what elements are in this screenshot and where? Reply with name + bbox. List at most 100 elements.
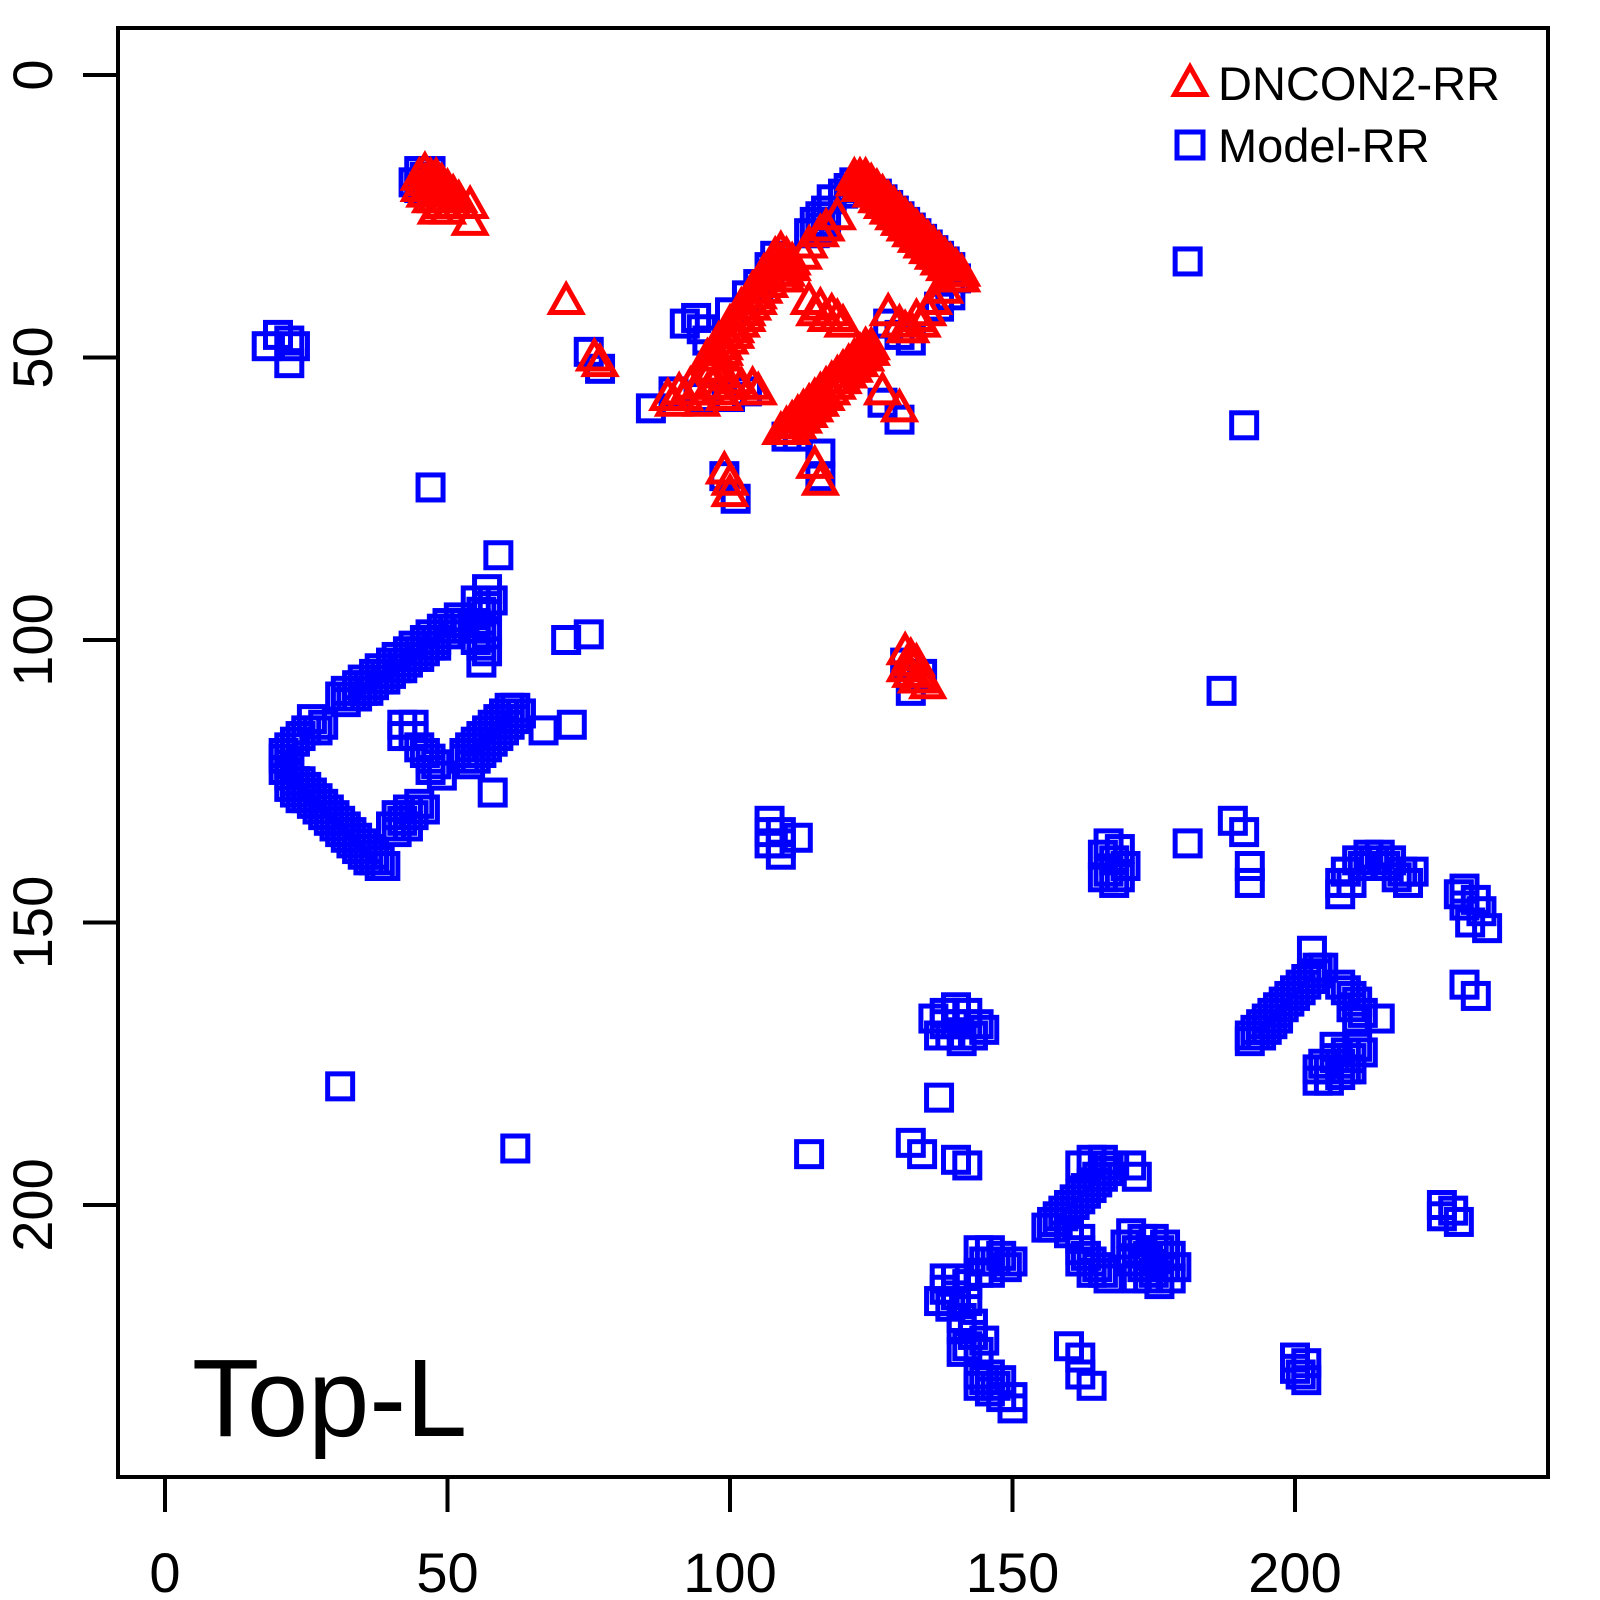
triangle-point	[902, 302, 942, 338]
square-point	[528, 715, 559, 746]
legend-entry-dncon2: DNCON2-RR	[1162, 52, 1500, 114]
square-point	[1455, 907, 1486, 938]
triangle-point	[862, 370, 903, 406]
triangle-point	[738, 370, 779, 406]
square-point	[1065, 1150, 1096, 1181]
triangle-point	[800, 460, 841, 496]
triangle-point	[681, 381, 722, 417]
square-point	[483, 540, 514, 571]
square-point	[279, 331, 310, 362]
square-point	[1172, 828, 1203, 859]
square-point	[918, 1003, 949, 1034]
triangle-point	[817, 353, 858, 389]
square-point	[1364, 1003, 1395, 1034]
triangle-point	[399, 166, 440, 202]
square-point	[924, 1082, 955, 1113]
square-point	[421, 630, 452, 661]
triangle-point	[772, 404, 812, 440]
triangle-point	[704, 375, 745, 412]
square-point	[1285, 1359, 1316, 1390]
square-point	[1325, 879, 1356, 910]
square-point	[466, 630, 497, 661]
x-tick-label: 150	[966, 1541, 1059, 1600]
square-point	[980, 1370, 1011, 1401]
square-point	[1443, 1206, 1474, 1237]
square-point	[907, 1139, 938, 1170]
triangle-point	[879, 387, 920, 423]
square-point	[556, 709, 587, 740]
square-point	[325, 1071, 356, 1102]
triangle-point	[766, 257, 807, 293]
square-point	[1460, 980, 1491, 1011]
triangle-point	[546, 279, 586, 315]
square-point	[500, 1133, 531, 1164]
square-point	[1347, 997, 1378, 1028]
square-point	[1121, 1161, 1152, 1192]
triangle-point	[653, 381, 694, 417]
square-point	[1076, 1370, 1107, 1401]
square-point	[997, 1393, 1028, 1424]
plot-annotation-top-l: Top-L	[192, 1337, 468, 1460]
square-point	[765, 839, 796, 870]
square-point	[1296, 935, 1327, 966]
triangle-point	[416, 189, 456, 225]
square-point	[353, 845, 384, 876]
square-point	[1426, 1201, 1457, 1232]
square-point	[1234, 851, 1265, 881]
triangle-point	[450, 183, 490, 219]
triangle-point	[941, 251, 982, 287]
triangle-legend-icon	[1162, 59, 1218, 107]
square-point	[1104, 862, 1135, 893]
square-point	[969, 1014, 1000, 1045]
x-tick-label: 100	[683, 1541, 776, 1600]
triangle-point	[840, 166, 880, 202]
square-point	[1330, 1054, 1361, 1085]
legend-label-dncon2: DNCON2-RR	[1218, 56, 1500, 110]
legend-entry-model: Model-RR	[1162, 114, 1500, 176]
square-legend-icon	[1162, 121, 1218, 169]
square-point	[274, 348, 305, 379]
square-point	[794, 1139, 825, 1170]
square-point	[415, 472, 446, 503]
triangle-point	[891, 641, 931, 677]
square-point	[782, 822, 813, 853]
triangle-point	[450, 200, 490, 236]
square-point	[1087, 862, 1118, 893]
triangle-point	[710, 472, 750, 508]
triangle-point	[698, 353, 739, 389]
square-point	[426, 760, 457, 791]
square-point	[325, 681, 356, 712]
square-point	[1161, 1252, 1192, 1283]
square-point	[1037, 1212, 1068, 1243]
triangle-point	[907, 664, 948, 700]
legend-label-model: Model-RR	[1218, 118, 1430, 172]
square-point	[1093, 1263, 1124, 1294]
square-point	[1229, 817, 1260, 848]
square-point	[466, 647, 497, 678]
square-point	[449, 738, 480, 768]
y-tick-label: 100	[1, 593, 64, 686]
square-point	[1263, 1003, 1294, 1034]
square-point	[669, 308, 700, 339]
square-point	[1302, 1065, 1333, 1096]
y-tick-label: 50	[1, 326, 64, 388]
triangle-point	[710, 460, 750, 496]
square-point	[1291, 1365, 1322, 1396]
square-point	[1206, 675, 1237, 706]
square-point	[455, 732, 486, 763]
square-point	[1172, 246, 1203, 277]
triangle-point	[687, 347, 728, 383]
square-point	[991, 1252, 1022, 1283]
triangle-point	[580, 342, 620, 378]
square-point	[1234, 867, 1265, 898]
square-point	[347, 839, 378, 870]
square-point	[1065, 1342, 1096, 1373]
square-point	[1229, 410, 1260, 441]
square-point	[392, 811, 423, 842]
y-tick-label: 150	[1, 876, 64, 969]
plot-border	[116, 26, 1550, 1479]
legend: DNCON2-RR Model-RR	[1162, 52, 1500, 176]
square-point	[1110, 1229, 1141, 1260]
